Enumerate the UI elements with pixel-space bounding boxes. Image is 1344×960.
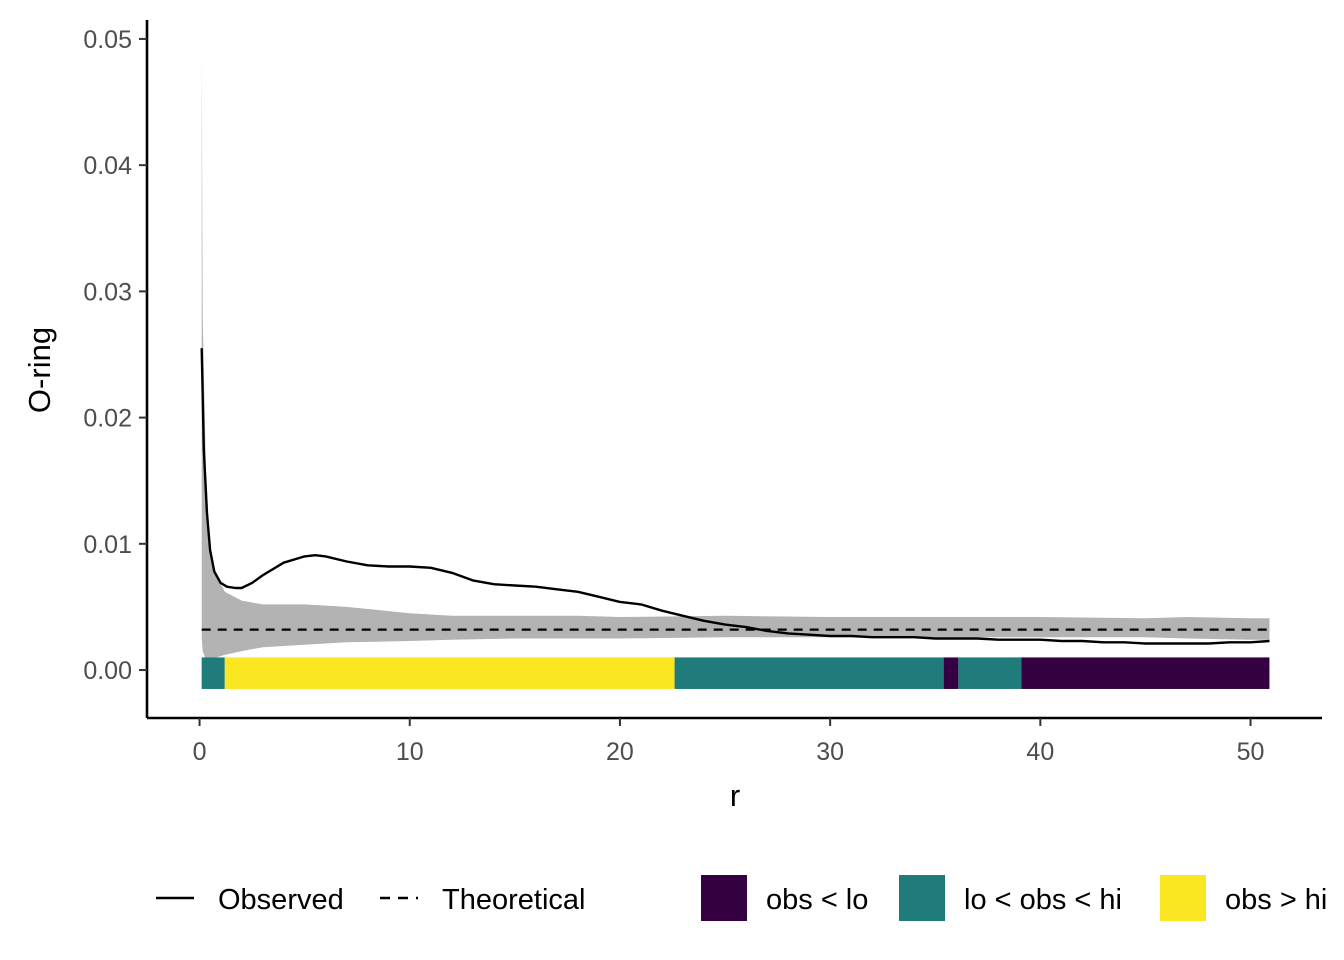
status-bar: [201, 657, 1270, 689]
x-tick-label: 30: [816, 738, 844, 766]
status-segment: [1021, 657, 1270, 689]
x-tick-label: 40: [1026, 738, 1054, 766]
status-segment: [943, 657, 959, 689]
y-axis-title: O-ring: [22, 327, 57, 413]
y-tick-label: 0.05: [83, 26, 132, 54]
status-segment: [224, 657, 675, 689]
legend-obs-lt-lo-label: obs < lo: [766, 884, 868, 916]
x-axis-ticks: 0 10 20 30 40 50: [193, 718, 1265, 766]
observed-line: [200, 348, 1270, 645]
status-segment: [201, 657, 225, 689]
y-tick-label: 0.03: [83, 278, 132, 306]
legend: Observed Theoretical obs < lo lo < obs <…: [156, 875, 1327, 921]
legend-lo-obs-hi-label: lo < obs < hi: [964, 884, 1122, 916]
y-tick-label: 0.02: [83, 405, 132, 433]
legend-theoretical-label: Theoretical: [442, 884, 585, 916]
x-tick-label: 20: [606, 738, 634, 766]
legend-observed-label: Observed: [218, 884, 344, 916]
y-tick-label: 0.04: [83, 152, 132, 180]
y-axis-ticks: 0.00 0.01 0.02 0.03 0.04 0.05: [83, 26, 147, 685]
envelope-band: [201, 54, 1270, 660]
status-segment: [958, 657, 1022, 689]
x-tick-label: 10: [396, 738, 424, 766]
status-segment: [674, 657, 944, 689]
x-tick-label: 0: [193, 738, 207, 766]
y-tick-label: 0.01: [83, 531, 132, 559]
x-axis-title: r: [730, 778, 740, 813]
legend-obs-gt-hi-label: obs > hi: [1225, 884, 1327, 916]
legend-lo-obs-hi-swatch: [899, 875, 945, 921]
y-tick-label: 0.00: [83, 657, 132, 685]
legend-obs-gt-hi-swatch: [1160, 875, 1206, 921]
legend-obs-lt-lo-swatch: [701, 875, 747, 921]
x-tick-label: 50: [1237, 738, 1265, 766]
